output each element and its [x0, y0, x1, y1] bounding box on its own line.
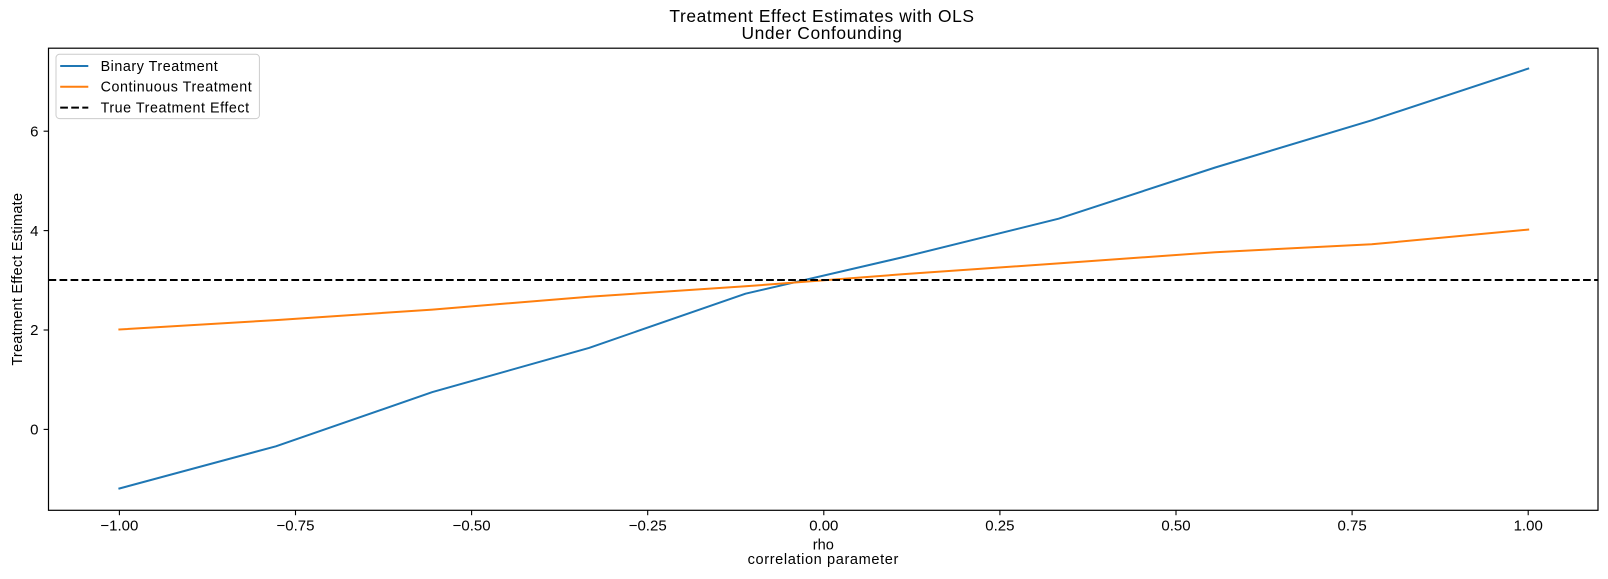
svg-text:Binary Treatment: Binary Treatment — [101, 59, 219, 75]
svg-text:0.25: 0.25 — [985, 517, 1014, 534]
svg-text:0.75: 0.75 — [1337, 517, 1366, 534]
svg-text:−1.00: −1.00 — [100, 517, 138, 534]
svg-text:0.50: 0.50 — [1161, 517, 1190, 534]
svg-text:rho: rho — [813, 538, 834, 554]
svg-text:6: 6 — [30, 123, 38, 140]
svg-text:1.00: 1.00 — [1514, 517, 1543, 534]
svg-text:4: 4 — [30, 223, 38, 240]
svg-text:−0.75: −0.75 — [277, 517, 315, 534]
svg-text:0.00: 0.00 — [809, 517, 838, 534]
svg-text:True Treatment Effect: True Treatment Effect — [101, 100, 250, 116]
svg-text:Treatment Effect Estimates wit: Treatment Effect Estimates with OLS — [669, 6, 974, 26]
svg-text:correlation parameter: correlation parameter — [748, 552, 899, 568]
svg-text:0: 0 — [30, 422, 38, 439]
svg-text:Treatment Effect Estimate: Treatment Effect Estimate — [10, 193, 26, 366]
svg-text:−0.50: −0.50 — [453, 517, 491, 534]
svg-text:2: 2 — [30, 322, 38, 339]
svg-text:Under Confounding: Under Confounding — [741, 23, 902, 43]
svg-text:Continuous Treatment: Continuous Treatment — [101, 80, 253, 96]
svg-text:−0.25: −0.25 — [629, 517, 667, 534]
